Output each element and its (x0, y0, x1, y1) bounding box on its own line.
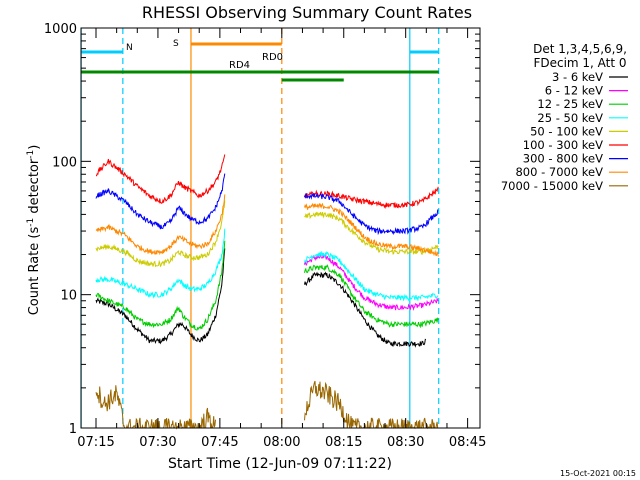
series-line-6-1 (304, 192, 439, 236)
x-tick-label: 08:45 (449, 435, 486, 450)
series-line-5-1 (304, 186, 439, 210)
axis-ticks: 1 10 100 1000 07:15 07:30 07:45 08:00 08:15 08:30… (44, 22, 486, 450)
y-tick-label: 1000 (44, 22, 77, 37)
legend-header-2: FDecim 1, Att 0 (533, 56, 626, 70)
legend-label-8: 7000 - 15000 keV (501, 179, 603, 193)
series-line-2-0 (95, 240, 226, 331)
series-line-5-0 (95, 154, 226, 205)
saa-label: S (173, 39, 179, 49)
y-tick-label: 10 (60, 289, 77, 304)
series-line-4-1 (304, 211, 439, 255)
x-axis-label: Start Time (12-Jun-09 07:11:22) (168, 456, 392, 472)
y-axis-label: Count Rate (s-1 detector-1) (26, 145, 42, 316)
legend-label-0: 3 - 6 keV (552, 70, 603, 84)
series-line-0-1 (304, 271, 427, 348)
series-line-3-1 (304, 250, 439, 302)
y-tick-label: 1 (69, 422, 77, 437)
x-tick-label: 07:45 (201, 435, 238, 450)
plot-lines (80, 28, 440, 430)
plot-frame (80, 27, 481, 429)
series-line-6-0 (95, 173, 226, 230)
legend-label-1: 6 - 12 keV (545, 84, 603, 98)
legend-label-4: 50 - 100 keV (530, 124, 603, 138)
series-line-2-1 (304, 264, 439, 329)
series-line-1-0 (304, 254, 439, 312)
chart-title: RHESSI Observing Summary Count Rates (142, 3, 472, 22)
y-tick-label: 100 (52, 155, 77, 170)
series-line-4-0 (95, 200, 226, 268)
legend-label-3: 25 - 50 keV (537, 111, 603, 125)
series-line-0-0 (95, 248, 226, 345)
series-line-7-0 (95, 194, 226, 256)
series-line-8-0 (95, 385, 216, 430)
legend-label-6: 300 - 800 keV (523, 152, 603, 166)
datestamp: 15-Oct-2021 00:15 (560, 469, 636, 478)
x-tick-label: 08:15 (325, 435, 362, 450)
x-tick-label: 07:30 (139, 435, 176, 450)
legend-header-1: Det 1,3,4,5,6,9, (533, 42, 627, 56)
x-tick-label: 08:30 (387, 435, 424, 450)
night-label: N (126, 43, 133, 53)
series-line-8-1 (304, 380, 439, 430)
x-tick-label: 08:00 (263, 435, 300, 450)
rd0-label: RD0 (262, 52, 283, 63)
legend-label-5: 100 - 300 keV (523, 138, 603, 152)
series-line-3-0 (95, 228, 226, 299)
legend-label-7: 800 - 7000 keV (515, 165, 603, 179)
plot-border (80, 27, 481, 429)
x-tick-label: 07:15 (77, 435, 114, 450)
rd4-label: RD4 (229, 60, 250, 71)
legend-label-2: 12 - 25 keV (537, 97, 603, 111)
series-line-7-1 (304, 202, 439, 257)
